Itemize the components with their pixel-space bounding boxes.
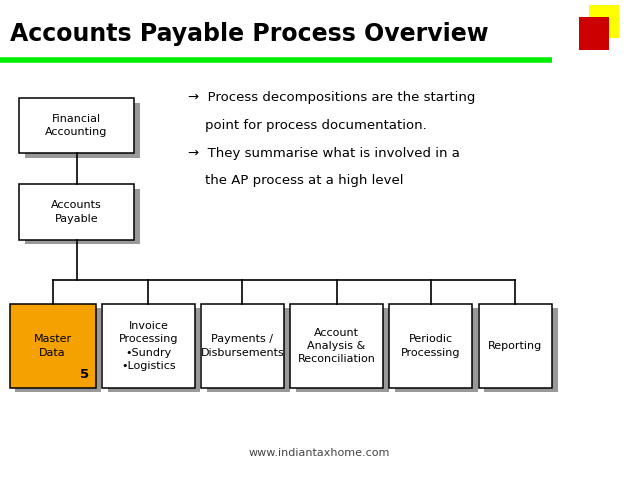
FancyBboxPatch shape — [290, 304, 383, 388]
FancyBboxPatch shape — [207, 308, 290, 392]
Text: Reporting: Reporting — [488, 341, 542, 351]
FancyBboxPatch shape — [389, 304, 472, 388]
Text: Financial
Accounting: Financial Accounting — [45, 114, 108, 137]
FancyBboxPatch shape — [15, 308, 101, 392]
FancyBboxPatch shape — [579, 17, 609, 50]
FancyBboxPatch shape — [296, 308, 389, 392]
Text: the AP process at a high level: the AP process at a high level — [188, 174, 404, 187]
FancyBboxPatch shape — [102, 304, 195, 388]
Text: Periodic
Processing: Periodic Processing — [401, 334, 461, 358]
FancyBboxPatch shape — [19, 98, 134, 153]
Text: →  They summarise what is involved in a: → They summarise what is involved in a — [188, 147, 460, 160]
Text: Payments /
Disbursements: Payments / Disbursements — [200, 334, 285, 358]
FancyBboxPatch shape — [19, 184, 134, 240]
FancyBboxPatch shape — [478, 304, 552, 388]
FancyBboxPatch shape — [484, 308, 558, 392]
FancyBboxPatch shape — [10, 304, 96, 388]
Text: www.indiantaxhome.com: www.indiantaxhome.com — [248, 448, 390, 457]
Text: Account
Analysis &
Reconciliation: Account Analysis & Reconciliation — [297, 328, 376, 364]
Text: →  Process decompositions are the starting: → Process decompositions are the startin… — [188, 91, 475, 104]
Text: Invoice
Processing
•Sundry
•Logistics: Invoice Processing •Sundry •Logistics — [119, 321, 178, 371]
FancyBboxPatch shape — [589, 5, 619, 38]
Text: point for process documentation.: point for process documentation. — [188, 119, 427, 132]
FancyBboxPatch shape — [0, 60, 638, 479]
FancyBboxPatch shape — [201, 304, 284, 388]
FancyBboxPatch shape — [25, 103, 140, 158]
Text: Accounts
Payable: Accounts Payable — [51, 200, 102, 224]
Text: 5: 5 — [80, 368, 89, 381]
FancyBboxPatch shape — [0, 0, 638, 60]
FancyBboxPatch shape — [25, 189, 140, 244]
Text: Accounts Payable Process Overview: Accounts Payable Process Overview — [10, 23, 488, 46]
Text: Master
Data: Master Data — [34, 334, 71, 358]
FancyBboxPatch shape — [108, 308, 200, 392]
FancyBboxPatch shape — [395, 308, 478, 392]
